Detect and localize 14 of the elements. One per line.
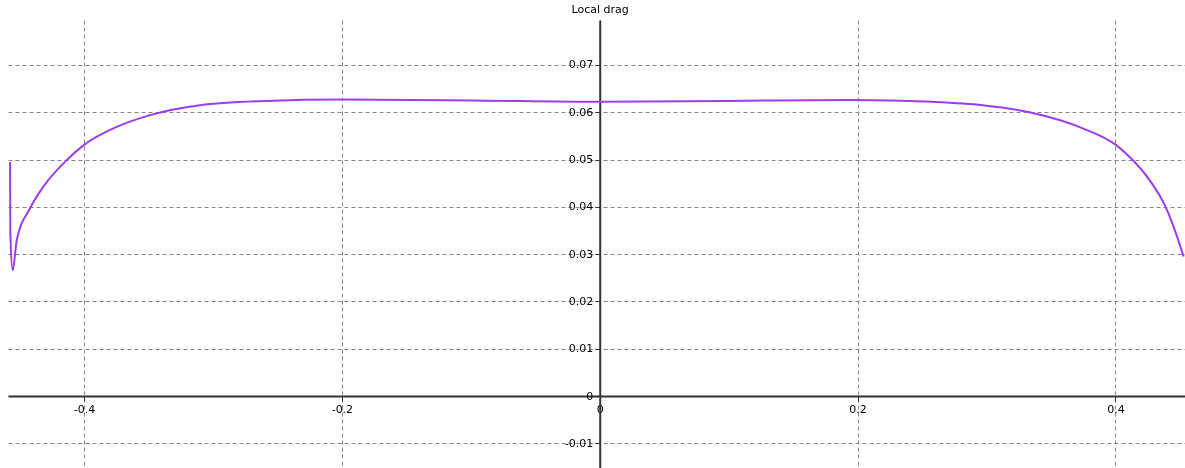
- y-tick-label: 0.07: [568, 58, 594, 72]
- line-series: [9, 98, 1185, 272]
- y-tick-label: 0.02: [568, 294, 594, 308]
- y-tick-label: 0.05: [568, 153, 594, 167]
- y-tick-label: 0.06: [568, 105, 594, 119]
- x-tick-label: 0.2: [849, 402, 867, 416]
- y-axis-title: Local drag: [571, 2, 629, 16]
- x-tick-label: -0.4: [73, 402, 96, 416]
- y-tick-label: 0.03: [568, 247, 594, 261]
- y-tick-label: 0.01: [568, 342, 594, 356]
- y-tick-label: -0.01: [564, 436, 594, 450]
- y-tick-label: 0.04: [568, 200, 594, 214]
- x-tick-label: -0.2: [331, 402, 354, 416]
- x-tick-label: 0.4: [1107, 402, 1125, 416]
